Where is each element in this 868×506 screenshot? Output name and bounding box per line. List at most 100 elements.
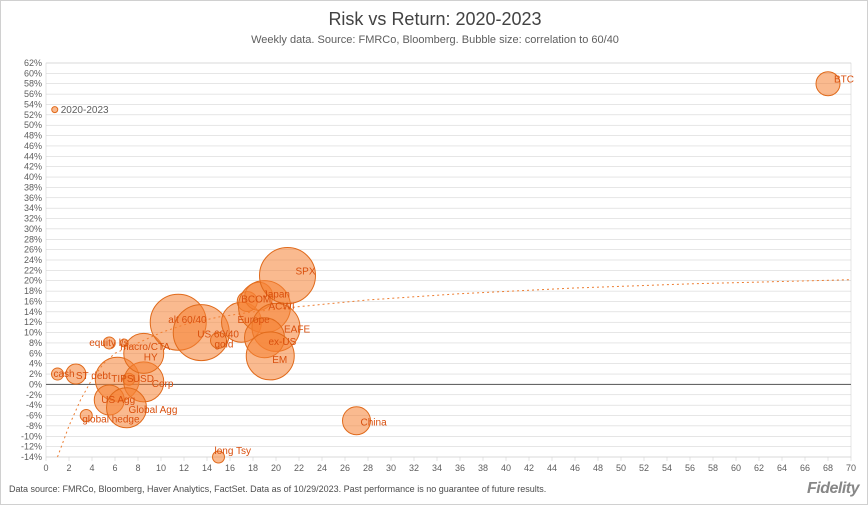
x-tick-label: 24 — [317, 463, 327, 473]
x-tick-label: 16 — [225, 463, 235, 473]
y-tick-label: 16% — [24, 296, 42, 306]
x-tick-label: 48 — [593, 463, 603, 473]
x-tick-label: 64 — [777, 463, 787, 473]
y-tick-label: -12% — [21, 442, 42, 452]
x-tick-label: 2 — [66, 463, 71, 473]
y-tick-label: -10% — [21, 431, 42, 441]
x-tick-label: 14 — [202, 463, 212, 473]
x-tick-label: 46 — [570, 463, 580, 473]
x-tick-label: 66 — [800, 463, 810, 473]
y-tick-label: 30% — [24, 224, 42, 234]
y-tick-label: 44% — [24, 151, 42, 161]
x-tick-label: 52 — [639, 463, 649, 473]
y-tick-label: 40% — [24, 172, 42, 182]
x-tick-label: 38 — [478, 463, 488, 473]
bubble-label: ACWI — [269, 302, 295, 313]
x-tick-label: 56 — [685, 463, 695, 473]
y-tick-label: 50% — [24, 120, 42, 130]
y-tick-label: 62% — [24, 58, 42, 68]
y-tick-label: 24% — [24, 255, 42, 265]
y-tick-label: 18% — [24, 286, 42, 296]
disclaimer-text: Data source: FMRCo, Bloomberg, Haver Ana… — [9, 484, 546, 494]
x-tick-label: 50 — [616, 463, 626, 473]
x-tick-label: 60 — [731, 463, 741, 473]
y-tick-label: -14% — [21, 452, 42, 462]
y-tick-label: 20% — [24, 276, 42, 286]
y-tick-label: 0% — [29, 379, 42, 389]
x-tick-label: 0 — [43, 463, 48, 473]
y-tick-label: 60% — [24, 68, 42, 78]
x-tick-label: 58 — [708, 463, 718, 473]
y-tick-label: 54% — [24, 99, 42, 109]
y-tick-label: 28% — [24, 234, 42, 244]
y-tick-label: -6% — [26, 411, 42, 421]
x-tick-label: 54 — [662, 463, 672, 473]
y-tick-label: 26% — [24, 245, 42, 255]
x-tick-label: 44 — [547, 463, 557, 473]
x-tick-label: 68 — [823, 463, 833, 473]
bubble-label: EM — [272, 355, 287, 366]
y-tick-label: 38% — [24, 182, 42, 192]
y-tick-label: -2% — [26, 390, 42, 400]
chart-subtitle: Weekly data. Source: FMRCo, Bloomberg. B… — [251, 34, 619, 46]
bubble-label: ST debt — [76, 371, 111, 382]
x-tick-label: 36 — [455, 463, 465, 473]
y-tick-label: 52% — [24, 110, 42, 120]
y-tick-label: 42% — [24, 162, 42, 172]
bubble-label: Corp — [152, 379, 174, 390]
y-tick-label: 10% — [24, 328, 42, 338]
y-tick-label: 32% — [24, 214, 42, 224]
x-tick-label: 20 — [271, 463, 281, 473]
bubble-label: BTC — [834, 75, 854, 86]
footer: Data source: FMRCo, Bloomberg, Haver Ana… — [9, 480, 859, 498]
y-tick-label: 2% — [29, 369, 42, 379]
y-tick-label: 48% — [24, 131, 42, 141]
x-tick-label: 32 — [409, 463, 419, 473]
y-tick-label: 4% — [29, 359, 42, 369]
y-tick-label: 46% — [24, 141, 42, 151]
chart-title: Risk vs Return: 2020-2023 — [328, 9, 541, 29]
y-tick-label: 56% — [24, 89, 42, 99]
x-tick-label: 22 — [294, 463, 304, 473]
y-tick-label: -8% — [26, 421, 42, 431]
legend-label: 2020-2023 — [61, 105, 109, 116]
x-tick-label: 10 — [156, 463, 166, 473]
y-tick-label: 8% — [29, 338, 42, 348]
y-tick-label: 14% — [24, 307, 42, 317]
bubble-label: China — [361, 418, 388, 429]
legend-marker — [52, 107, 58, 113]
x-tick-label: 26 — [340, 463, 350, 473]
x-tick-label: 6 — [112, 463, 117, 473]
x-tick-label: 40 — [501, 463, 511, 473]
x-tick-label: 30 — [386, 463, 396, 473]
bubble-label: long Tsy — [215, 446, 252, 457]
bubble-label: SPX — [296, 267, 316, 278]
y-tick-label: 58% — [24, 79, 42, 89]
x-tick-label: 70 — [846, 463, 856, 473]
bubble-label: EAFE — [284, 324, 310, 335]
y-tick-label: 36% — [24, 193, 42, 203]
bubble-label: USD — [133, 374, 154, 385]
y-tick-label: 12% — [24, 317, 42, 327]
bubble-label: Japan — [263, 289, 290, 300]
bubble-label: ex-US — [269, 337, 297, 348]
bubble-label: Europe — [238, 315, 271, 326]
x-tick-label: 28 — [363, 463, 373, 473]
y-tick-label: 34% — [24, 203, 42, 213]
brand-logo: Fidelity — [807, 480, 859, 498]
x-tick-label: 42 — [524, 463, 534, 473]
bubble-label: alt 60/40 — [168, 315, 207, 326]
y-tick-label: 6% — [29, 348, 42, 358]
bubble-label: gold — [215, 339, 234, 350]
y-tick-label: 22% — [24, 265, 42, 275]
y-tick-label: -4% — [26, 400, 42, 410]
chart-svg: Risk vs Return: 2020-2023 Weekly data. So… — [1, 1, 868, 506]
bubble-label: macro/CTA — [120, 342, 170, 353]
x-tick-label: 8 — [135, 463, 140, 473]
x-tick-label: 4 — [89, 463, 94, 473]
bubble-label: cash — [54, 369, 75, 380]
bubble-label: global hedge — [82, 415, 140, 426]
x-tick-label: 18 — [248, 463, 258, 473]
bubble-label: HY — [144, 352, 158, 363]
x-tick-label: 34 — [432, 463, 442, 473]
